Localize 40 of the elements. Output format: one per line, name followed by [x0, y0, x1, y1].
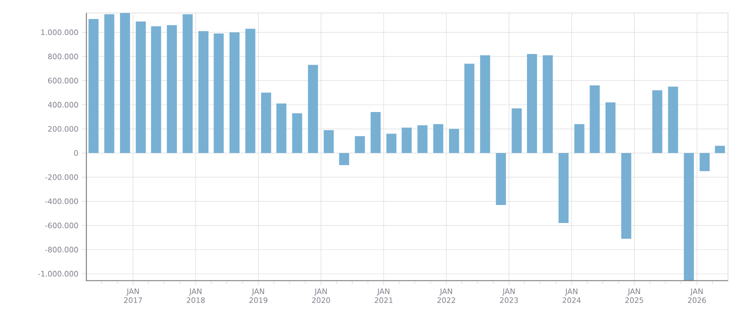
bar [230, 32, 240, 154]
bar [276, 104, 286, 154]
bar [370, 112, 381, 154]
bar [104, 14, 114, 154]
bar [526, 54, 537, 154]
bar [214, 34, 224, 154]
bar [652, 90, 662, 154]
bar [542, 55, 553, 154]
bar [324, 130, 334, 154]
bar [198, 31, 208, 154]
bar [308, 64, 318, 154]
bar [700, 153, 710, 172]
bar [151, 26, 162, 154]
bar [339, 153, 350, 166]
bar [261, 92, 272, 154]
bar [182, 14, 193, 154]
bar [166, 25, 177, 154]
bar [558, 153, 569, 224]
bar [292, 113, 302, 154]
bar [714, 146, 725, 154]
bar [574, 124, 584, 154]
bar [668, 86, 678, 154]
bar [417, 125, 428, 154]
bar [512, 108, 522, 154]
bar [88, 19, 99, 154]
bar [120, 13, 130, 154]
bar [684, 153, 694, 281]
bar [449, 128, 460, 154]
bar [464, 64, 474, 154]
bar [590, 85, 600, 154]
bar [480, 55, 490, 154]
bar [605, 102, 616, 154]
bar [386, 134, 396, 154]
bar [496, 153, 506, 205]
bar [136, 21, 146, 154]
bar [245, 28, 256, 154]
bar [354, 136, 365, 154]
bar [402, 128, 412, 154]
bar [621, 153, 632, 239]
bar [433, 124, 444, 154]
